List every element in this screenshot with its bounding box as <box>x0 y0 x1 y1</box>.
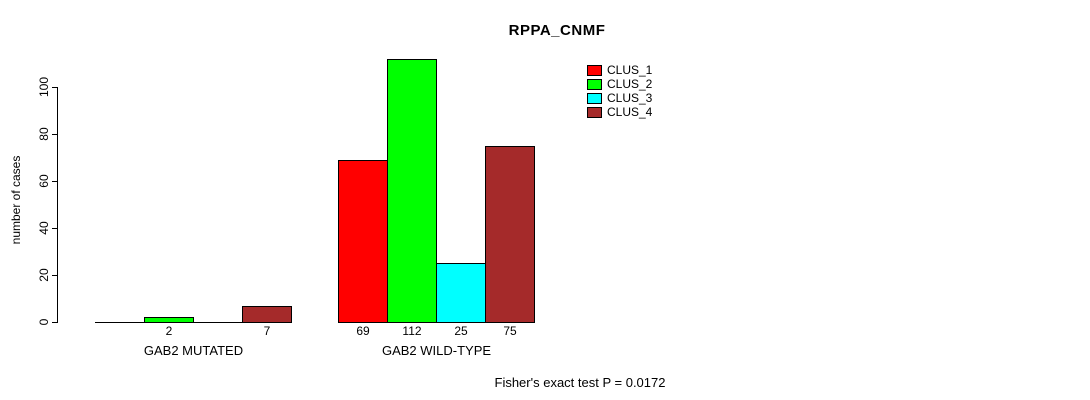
annotation-text: Fisher's exact test P = 0.0172 <box>494 375 666 390</box>
bar-value-label: 25 <box>454 324 468 338</box>
y-tick-label-100: 100 <box>37 76 51 98</box>
y-tick-60 <box>52 181 57 182</box>
legend-row-clus_2: CLUS_2 <box>587 78 652 90</box>
bar-value-label: 112 <box>402 324 422 338</box>
bar-value-label: 7 <box>263 324 271 338</box>
y-axis-line <box>57 87 58 323</box>
legend-label: CLUS_1 <box>607 63 653 77</box>
legend-label: CLUS_3 <box>607 91 653 105</box>
y-tick-100 <box>52 87 57 88</box>
legend-label: CLUS_2 <box>607 77 653 91</box>
bar-clus_4-group-1 <box>485 146 535 323</box>
bar-clus_4-group-0 <box>242 306 292 323</box>
legend-row-clus_3: CLUS_3 <box>587 92 652 104</box>
bar-value-label: 75 <box>503 324 517 338</box>
legend-label: CLUS_4 <box>607 105 653 119</box>
chart-title: RPPA_CNMF <box>508 22 606 39</box>
group-label-1: GAB2 WILD-TYPE <box>381 343 492 358</box>
bar-value-label: 2 <box>165 324 173 338</box>
legend-row-clus_1: CLUS_1 <box>587 64 652 76</box>
bar-clus_3-group-1 <box>436 263 486 323</box>
y-tick-label-20: 20 <box>37 268 51 282</box>
y-tick-80 <box>52 134 57 135</box>
y-tick-label-40: 40 <box>37 221 51 235</box>
y-tick-20 <box>52 275 57 276</box>
legend-swatch-icon <box>587 78 602 90</box>
bar-clus_1-group-1 <box>338 160 388 323</box>
y-tick-label-0: 0 <box>37 318 51 326</box>
bar-value-label: 69 <box>356 324 370 338</box>
y-tick-label-60: 60 <box>37 174 51 188</box>
legend-swatch-icon <box>587 92 602 104</box>
group-label-0: GAB2 MUTATED <box>143 343 244 358</box>
bar-clus_2-group-0 <box>144 317 194 323</box>
y-axis-title: number of cases <box>9 155 23 245</box>
y-tick-40 <box>52 228 57 229</box>
legend-swatch-icon <box>587 64 602 76</box>
y-tick-label-80: 80 <box>37 127 51 141</box>
legend: CLUS_1 CLUS_2 CLUS_3 CLUS_4 <box>587 64 652 120</box>
legend-swatch-icon <box>587 106 602 118</box>
y-tick-0 <box>52 322 57 323</box>
bar-clus_2-group-1 <box>387 59 437 323</box>
legend-row-clus_4: CLUS_4 <box>587 106 652 118</box>
